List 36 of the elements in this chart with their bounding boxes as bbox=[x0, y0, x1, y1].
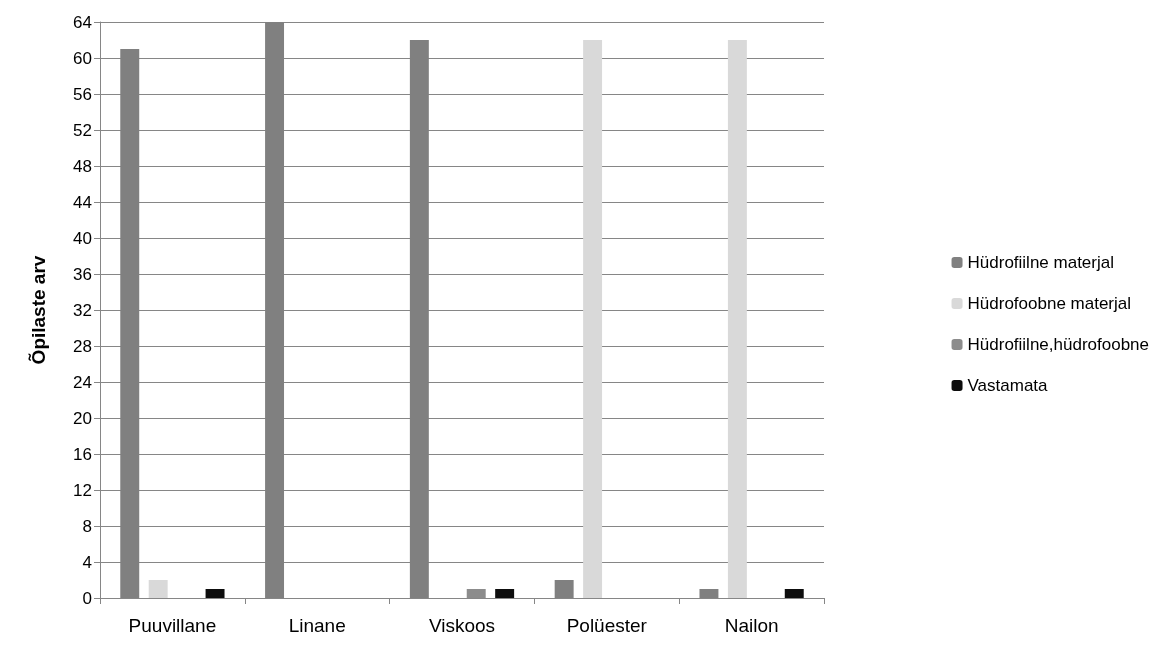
y-tick-label: 12 bbox=[73, 480, 92, 500]
y-tick-label: 52 bbox=[73, 120, 92, 140]
y-tick-label: 16 bbox=[73, 444, 92, 464]
bar bbox=[466, 589, 486, 598]
bar bbox=[495, 589, 515, 598]
y-tick-label: 8 bbox=[82, 516, 92, 536]
y-tick-label: 36 bbox=[73, 264, 92, 284]
y-tick-label: 40 bbox=[73, 228, 92, 248]
x-tick-label: Puuvillane bbox=[128, 615, 217, 636]
bar bbox=[148, 580, 168, 598]
y-tick-label: 0 bbox=[82, 588, 92, 608]
bar bbox=[727, 40, 747, 598]
y-tick-label: 24 bbox=[73, 372, 92, 392]
bar bbox=[784, 589, 804, 598]
bar bbox=[205, 589, 225, 598]
bar bbox=[699, 589, 719, 598]
y-tick-label: 64 bbox=[73, 12, 92, 32]
bar bbox=[583, 40, 603, 598]
y-tick-label: 44 bbox=[73, 192, 92, 212]
legend-label: Hüdrofiilne,hüdrofoobne bbox=[967, 335, 1150, 354]
y-tick-label: 28 bbox=[73, 336, 92, 356]
legend-label: Hüdrofoobne materjal bbox=[967, 294, 1132, 313]
y-tick-label: 60 bbox=[73, 48, 92, 68]
legend-label: Hüdrofiilne materjal bbox=[967, 253, 1114, 272]
y-tick-label: 48 bbox=[73, 156, 92, 176]
y-tick-label: 56 bbox=[73, 84, 92, 104]
y-tick-label: 4 bbox=[82, 552, 92, 572]
x-tick-label: Viskoos bbox=[428, 615, 496, 636]
legend-label: Vastamata bbox=[967, 376, 1049, 395]
bar bbox=[554, 580, 574, 598]
x-tick-label: Linane bbox=[288, 615, 346, 636]
x-tick-label: Nailon bbox=[724, 615, 779, 636]
y-tick-label: 32 bbox=[73, 300, 92, 320]
y-tick-label: 20 bbox=[73, 408, 92, 428]
x-tick-label: Polüester bbox=[566, 615, 648, 636]
y-axis-title: Õpilaste arv bbox=[28, 255, 49, 365]
